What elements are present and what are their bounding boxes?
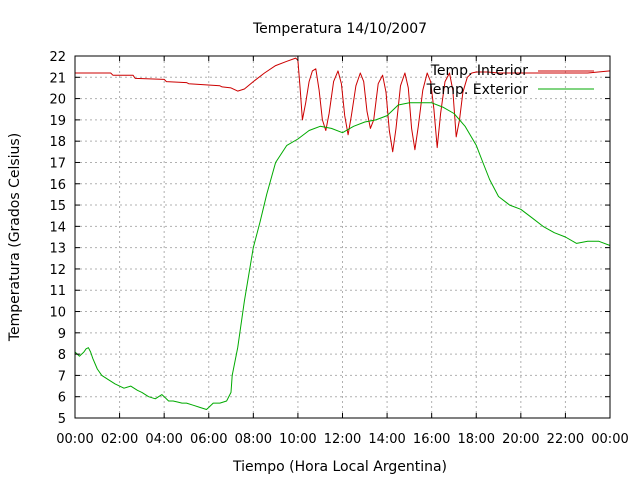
series-line-exterior (74, 102, 611, 410)
x-tick-label: 08:00 (235, 432, 272, 447)
grid (75, 56, 610, 418)
y-tick-label: 5 (58, 412, 66, 427)
legend: Temp. Interior Temp. Exterior (426, 63, 594, 98)
y-tick-label: 21 (49, 71, 66, 86)
x-tick-label: 18:00 (458, 432, 495, 447)
y-tick-label: 9 (58, 327, 66, 342)
chart-title: Temperatura 14/10/2007 (252, 21, 427, 37)
y-tick-label: 7 (58, 369, 66, 384)
x-tick-label: 14:00 (368, 432, 405, 447)
y-tick-label: 8 (58, 348, 66, 363)
y-tick-label: 17 (49, 156, 66, 171)
legend-label-exterior: Temp. Exterior (426, 82, 529, 98)
y-tick-label: 10 (49, 306, 66, 321)
legend-label-interior: Temp. Interior (430, 63, 529, 79)
x-tick-label: 12:00 (324, 432, 361, 447)
x-tick-label: 04:00 (145, 432, 182, 447)
x-tick-label: 20:00 (502, 432, 539, 447)
x-tick-label: 10:00 (279, 432, 316, 447)
x-tick-label: 00:00 (591, 432, 628, 447)
x-tick-label: 16:00 (413, 432, 450, 447)
y-tick-label: 13 (49, 242, 66, 257)
x-tick-label: 00:00 (56, 432, 93, 447)
y-tick-label: 22 (49, 50, 66, 65)
x-tick-label: 22:00 (547, 432, 584, 447)
axis-ticks (74, 55, 611, 419)
series-line-interior (75, 57, 611, 153)
y-tick-label: 12 (49, 263, 66, 278)
y-axis-title: Temperatura (Grados Celsius) (7, 133, 23, 342)
y-tick-label: 19 (49, 114, 66, 129)
series-lines (74, 57, 611, 410)
tick-labels: 5 6 7 8 9 10 11 12 13 14 15 16 17 18 19 20 21 22 00:00 02:0… (49, 50, 628, 447)
x-axis-title: Tiempo (Hora Local Argentina) (232, 459, 447, 475)
y-tick-label: 16 (49, 178, 66, 193)
y-tick-label: 14 (49, 220, 66, 235)
y-tick-label: 6 (58, 391, 66, 406)
y-tick-label: 15 (49, 199, 66, 214)
x-tick-label: 02:00 (101, 432, 138, 447)
y-tick-label: 18 (49, 135, 66, 150)
y-tick-label: 11 (49, 284, 66, 299)
y-tick-label: 20 (49, 93, 66, 108)
x-tick-label: 06:00 (190, 432, 227, 447)
